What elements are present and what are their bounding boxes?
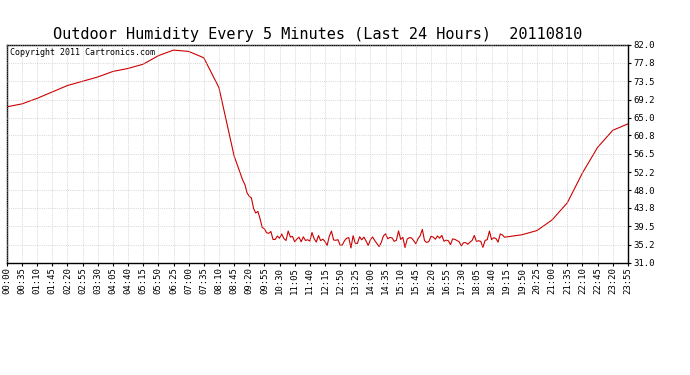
Title: Outdoor Humidity Every 5 Minutes (Last 24 Hours)  20110810: Outdoor Humidity Every 5 Minutes (Last 2… bbox=[52, 27, 582, 42]
Text: Copyright 2011 Cartronics.com: Copyright 2011 Cartronics.com bbox=[10, 48, 155, 57]
